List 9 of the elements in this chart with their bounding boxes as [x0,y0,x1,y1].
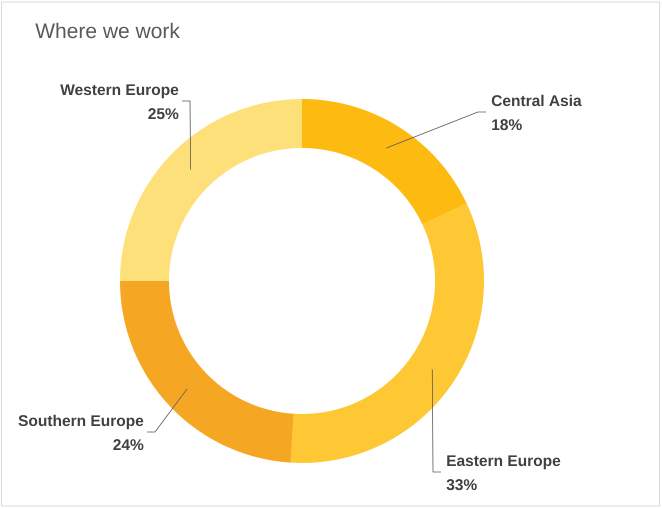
chart-title: Where we work [35,22,180,38]
data-label: 18% [492,119,522,130]
data-label: 25% [148,108,178,120]
slice-label: Eastern Europe [447,455,560,470]
data-label: 24% [113,439,144,450]
slice-label: Southern Europe [18,414,144,430]
slice-label: Western Europe [60,84,178,98]
data-label: 33% [446,479,477,490]
slice-label: Central Asia [492,94,582,106]
